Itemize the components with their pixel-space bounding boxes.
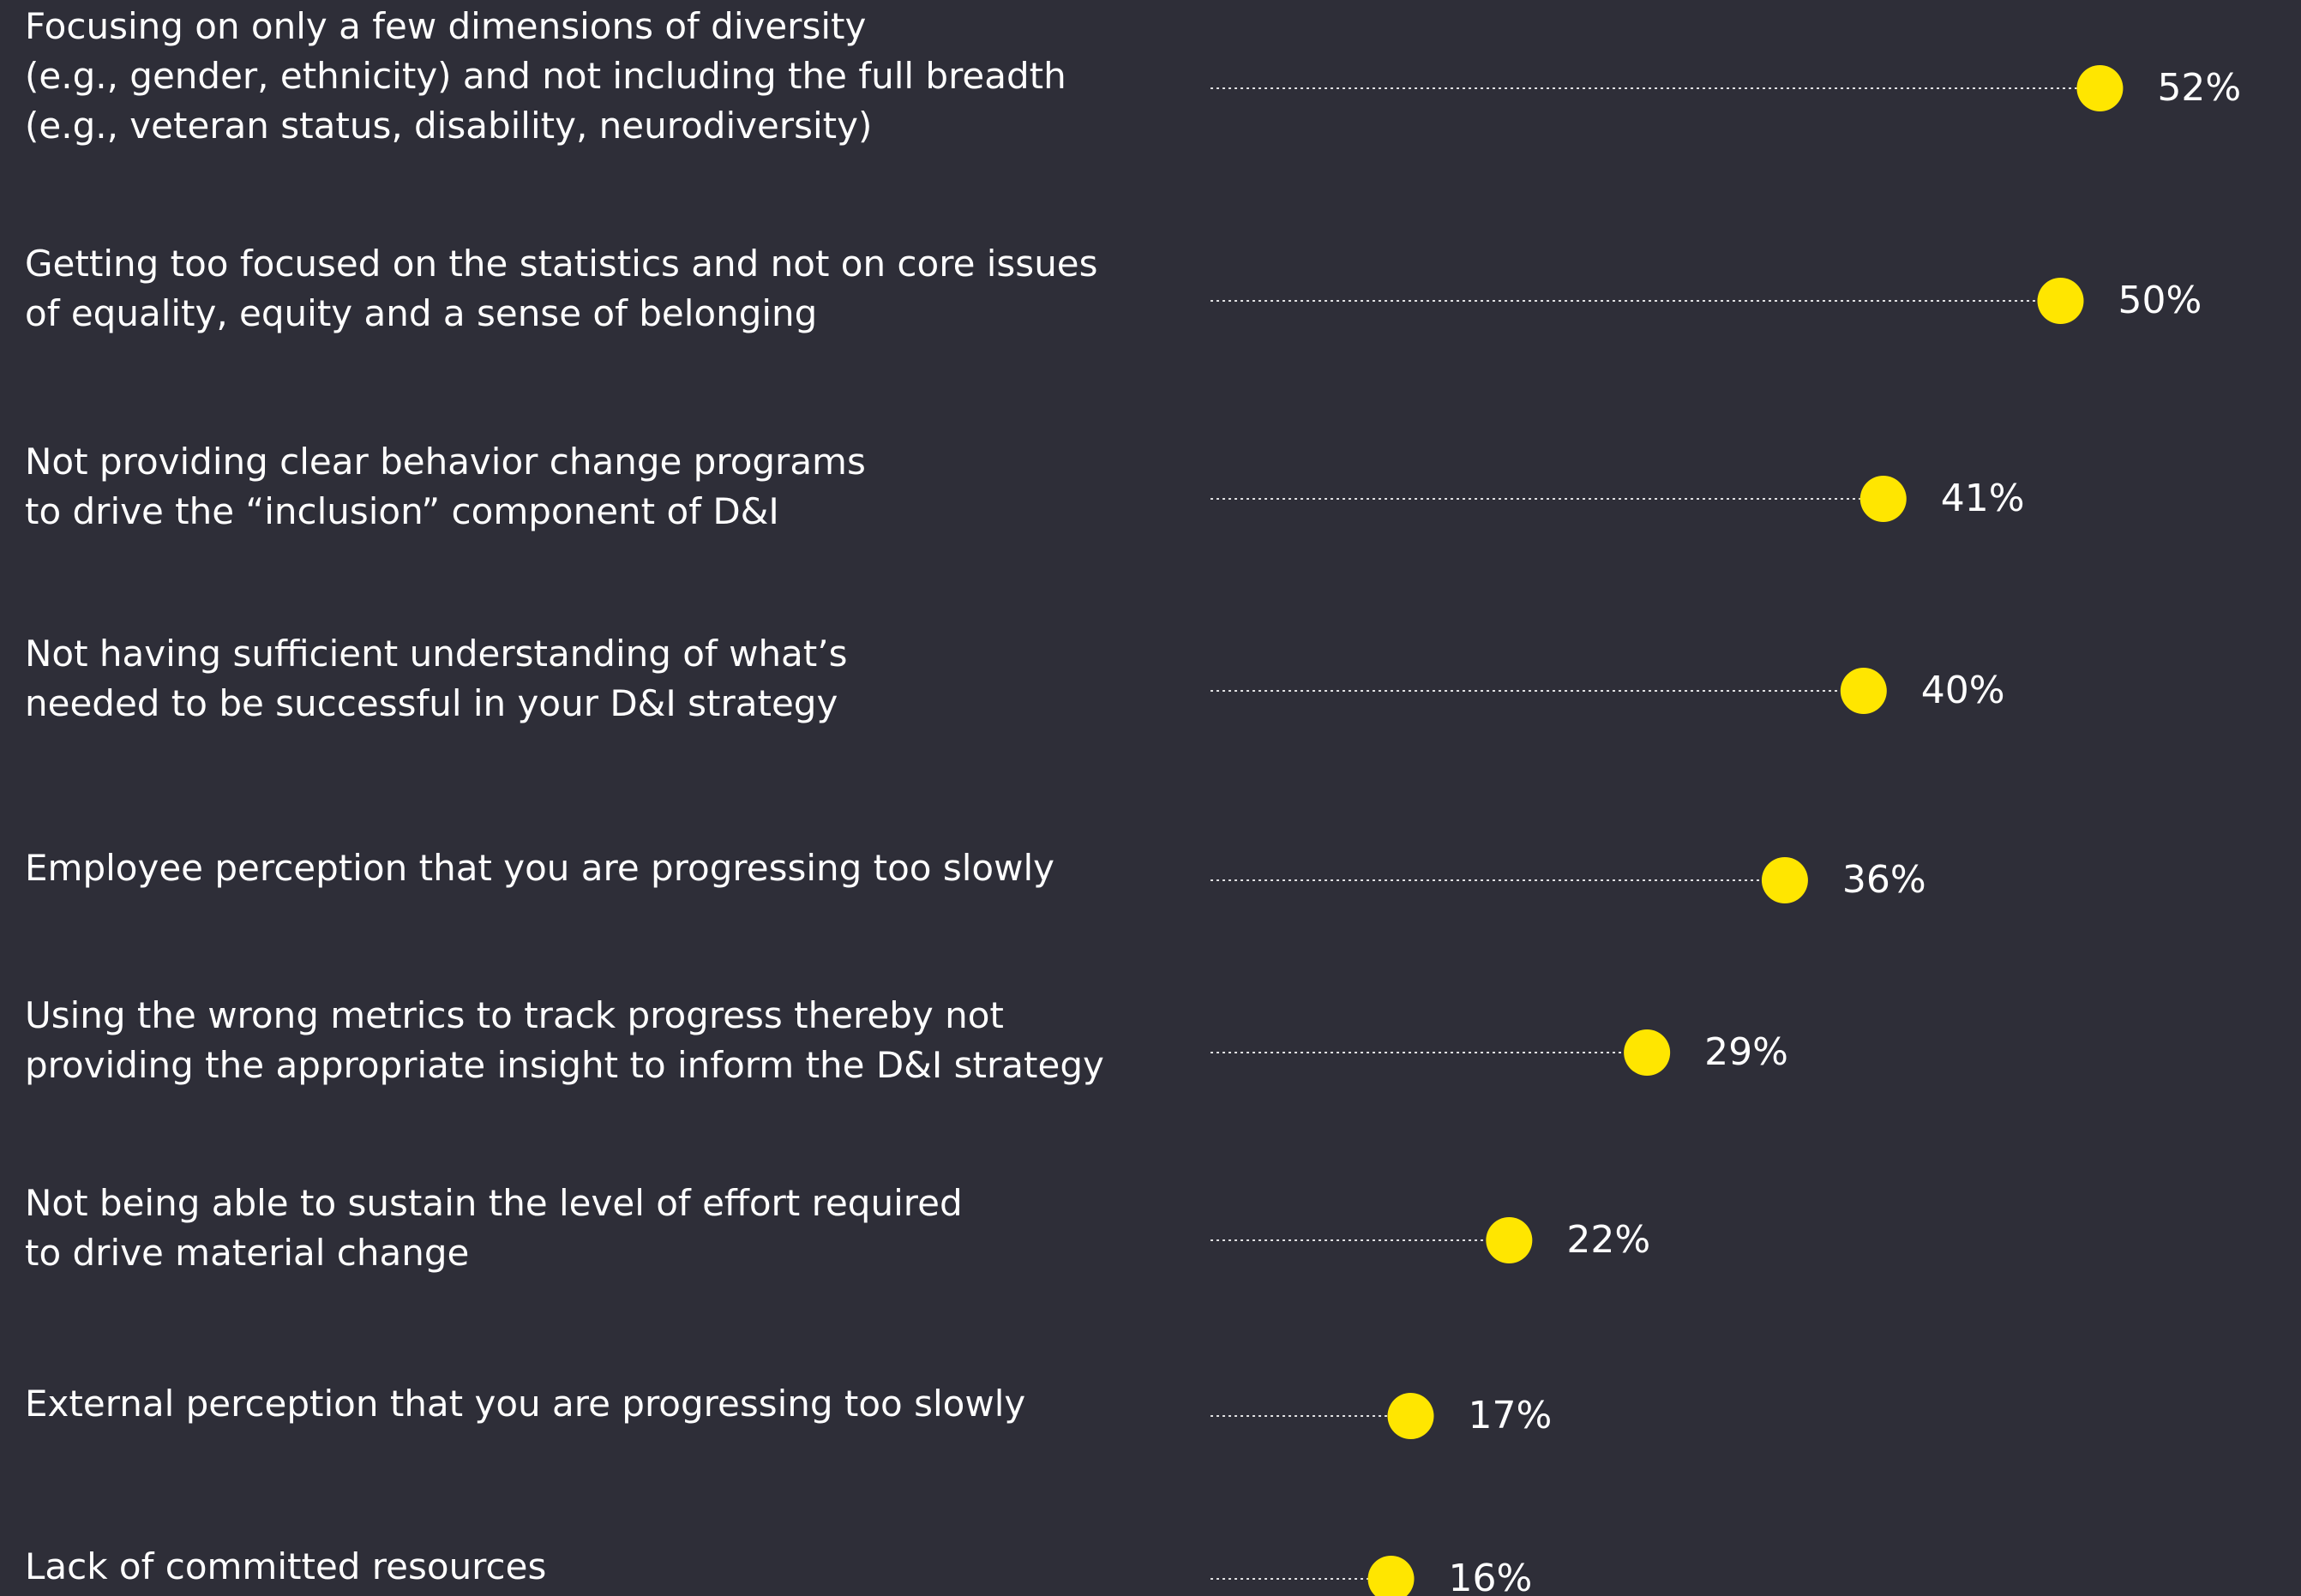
value-label: 40%: [1921, 669, 2005, 712]
value-label: 41%: [1941, 477, 2025, 520]
value-label: 29%: [1704, 1030, 1788, 1074]
value-label: 52%: [2157, 66, 2241, 110]
dot: [1486, 1217, 1533, 1263]
value-label: 22%: [1566, 1218, 1650, 1262]
category-label: Employee perception that you are progres…: [25, 847, 1054, 889]
category-label: Not being able to sustain the level of e…: [25, 1182, 963, 1274]
category-label: Lack of committed resources: [25, 1545, 547, 1587]
dot: [2076, 65, 2124, 111]
category-label: Not having sufficient understanding of w…: [25, 633, 848, 724]
value-label: 36%: [1842, 858, 1926, 902]
dot: [1840, 668, 1887, 714]
category-label: Focusing on only a few dimensions of div…: [25, 5, 1066, 147]
category-label: Using the wrong metrics to track progres…: [25, 994, 1104, 1086]
dot: [1859, 476, 1907, 522]
value-label: 16%: [1449, 1557, 1533, 1596]
category-label: External perception that you are progres…: [25, 1383, 1026, 1425]
value-label: 17%: [1468, 1394, 1552, 1437]
value-label: 50%: [2118, 279, 2202, 322]
dot: [2037, 278, 2084, 324]
dot: [1761, 857, 1808, 903]
dot: [1367, 1556, 1415, 1596]
dot: [1624, 1029, 1671, 1076]
category-label: Getting too focused on the statistics an…: [25, 243, 1098, 334]
category-label: Not providing clear behavior change prog…: [25, 441, 866, 532]
dot: [1387, 1393, 1434, 1439]
